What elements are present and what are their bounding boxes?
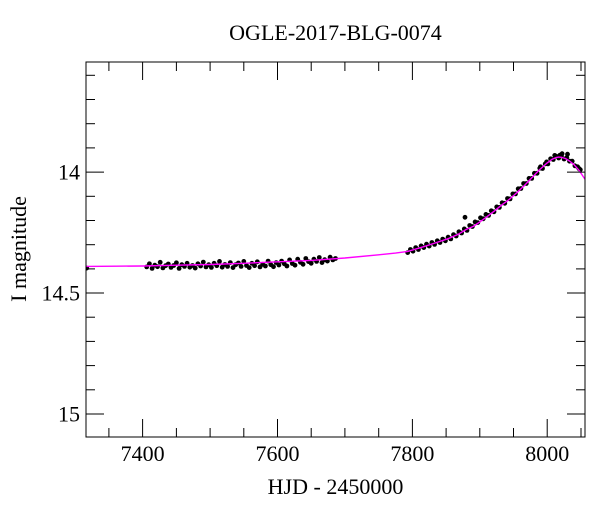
data-points xyxy=(86,151,583,271)
y-tick-label: 15 xyxy=(58,402,80,427)
data-point xyxy=(559,151,565,157)
data-point xyxy=(308,260,314,266)
x-tick-label: 7400 xyxy=(121,441,165,466)
axis-tick-labels: 7400 7600 7800 8000 14 14.5 15 xyxy=(42,160,570,466)
chart-title: OGLE-2017-BLG-0074 xyxy=(229,20,442,45)
data-point xyxy=(147,261,152,267)
x-tick-label: 7600 xyxy=(256,441,300,466)
data-point xyxy=(292,262,298,268)
axis-ticks xyxy=(86,62,585,437)
data-point xyxy=(462,214,468,220)
data-point xyxy=(534,170,540,176)
data-point xyxy=(225,264,231,269)
x-axis-label: HJD - 2450000 xyxy=(267,474,404,499)
x-tick-label: 7800 xyxy=(390,441,434,466)
data-point xyxy=(284,263,290,269)
data-point xyxy=(157,259,163,265)
data-point xyxy=(149,266,155,271)
model-curve xyxy=(86,156,585,268)
y-tick-label: 14.5 xyxy=(42,281,81,306)
data-point xyxy=(200,259,206,265)
y-tick-label: 14 xyxy=(58,160,80,185)
data-point xyxy=(254,259,260,265)
data-point xyxy=(263,263,268,269)
data-point xyxy=(192,265,198,271)
data-point xyxy=(271,264,276,270)
data-point xyxy=(276,262,282,268)
data-point xyxy=(174,260,179,266)
data-point xyxy=(238,264,244,269)
data-point xyxy=(176,266,182,271)
data-point xyxy=(246,265,252,270)
data-point xyxy=(209,265,214,270)
data-point xyxy=(300,261,306,267)
data-point xyxy=(316,255,322,260)
x-tick-label: 8000 xyxy=(525,441,569,466)
data-point xyxy=(565,151,570,157)
data-point xyxy=(303,256,309,261)
plot-frame xyxy=(85,61,586,438)
data-point xyxy=(217,259,222,264)
data-point xyxy=(252,263,257,269)
